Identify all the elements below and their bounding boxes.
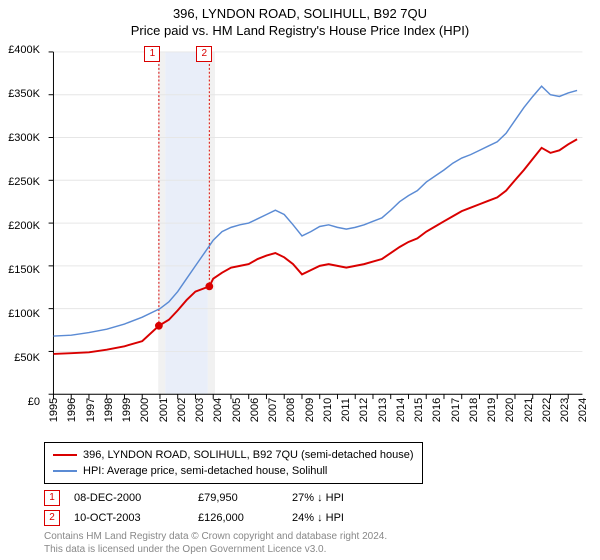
chart-container: 396, LYNDON ROAD, SOLIHULL, B92 7QU Pric… [0, 0, 600, 560]
legend: 396, LYNDON ROAD, SOLIHULL, B92 7QU (sem… [44, 442, 423, 484]
x-tick-label: 2014 [395, 398, 407, 422]
transaction-row: 2 10-OCT-2003 £126,000 24% ↓ HPI [44, 508, 344, 528]
x-tick-label: 2016 [431, 398, 443, 422]
transaction-marker: 1 [44, 490, 60, 506]
y-tick-label: £200K [0, 220, 40, 232]
y-tick-label: £150K [0, 264, 40, 276]
x-tick-label: 2008 [285, 398, 297, 422]
transaction-price: £79,950 [198, 488, 278, 508]
x-tick-label: 2011 [340, 398, 352, 422]
x-tick-label: 2000 [139, 398, 151, 422]
legend-item: 396, LYNDON ROAD, SOLIHULL, B92 7QU (sem… [53, 447, 414, 463]
x-tick-label: 2019 [486, 398, 498, 422]
transaction-row: 1 08-DEC-2000 £79,950 27% ↓ HPI [44, 488, 344, 508]
x-tick-label: 2021 [523, 398, 535, 422]
footer: Contains HM Land Registry data © Crown c… [44, 530, 387, 556]
y-tick-label: £250K [0, 176, 40, 188]
x-tick-label: 1995 [48, 398, 60, 422]
x-tick-label: 2004 [212, 398, 224, 422]
y-tick-label: £50K [0, 352, 40, 364]
legend-label: HPI: Average price, semi-detached house,… [83, 463, 327, 479]
footer-line2: This data is licensed under the Open Gov… [44, 543, 387, 556]
transaction-delta: 27% ↓ HPI [292, 488, 344, 508]
legend-label: 396, LYNDON ROAD, SOLIHULL, B92 7QU (sem… [83, 447, 414, 463]
title-block: 396, LYNDON ROAD, SOLIHULL, B92 7QU Pric… [0, 0, 600, 38]
transaction-delta: 24% ↓ HPI [292, 508, 344, 528]
legend-item: HPI: Average price, semi-detached house,… [53, 463, 414, 479]
x-tick-label: 2009 [304, 398, 316, 422]
legend-swatch [53, 470, 77, 472]
x-tick-label: 2013 [377, 398, 389, 422]
transaction-price: £126,000 [198, 508, 278, 528]
transaction-date: 10-OCT-2003 [74, 508, 184, 528]
x-tick-label: 2007 [267, 398, 279, 422]
x-tick-label: 2002 [176, 398, 188, 422]
x-tick-label: 2010 [322, 398, 334, 422]
x-tick-label: 2005 [231, 398, 243, 422]
legend-swatch [53, 454, 77, 456]
x-tick-label: 2012 [358, 398, 370, 422]
x-tick-label: 2022 [541, 398, 553, 422]
x-tick-label: 2023 [559, 398, 571, 422]
y-tick-label: £0 [0, 396, 40, 408]
transaction-notes: 1 08-DEC-2000 £79,950 27% ↓ HPI 2 10-OCT-2003… [44, 488, 344, 528]
y-tick-label: £400K [0, 44, 40, 56]
x-tick-label: 1996 [66, 398, 78, 422]
x-tick-label: 2020 [504, 398, 516, 422]
x-tick-label: 2006 [249, 398, 261, 422]
x-tick-label: 1999 [121, 398, 133, 422]
x-tick-label: 2018 [468, 398, 480, 422]
x-tick-label: 1997 [85, 398, 97, 422]
transaction-date: 08-DEC-2000 [74, 488, 184, 508]
x-tick-label: 2001 [158, 398, 170, 422]
y-tick-label: £100K [0, 308, 40, 320]
transaction-marker: 2 [44, 510, 60, 526]
chart-svg [44, 50, 588, 402]
chart-marker-1: 1 [144, 46, 160, 62]
x-tick-label: 2017 [450, 398, 462, 422]
title-subtitle: Price paid vs. HM Land Registry's House … [0, 23, 600, 38]
y-tick-label: £300K [0, 132, 40, 144]
x-tick-label: 2015 [413, 398, 425, 422]
x-tick-label: 2003 [194, 398, 206, 422]
title-address: 396, LYNDON ROAD, SOLIHULL, B92 7QU [0, 6, 600, 21]
x-tick-label: 1998 [103, 398, 115, 422]
chart-area [44, 50, 588, 402]
chart-marker-2: 2 [196, 46, 212, 62]
y-tick-label: £350K [0, 88, 40, 100]
x-tick-label: 2024 [577, 398, 589, 422]
footer-line1: Contains HM Land Registry data © Crown c… [44, 530, 387, 543]
